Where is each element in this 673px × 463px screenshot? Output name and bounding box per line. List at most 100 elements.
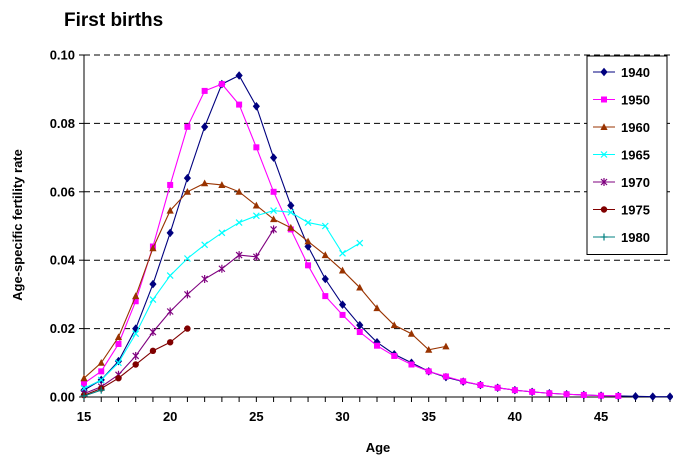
data-point xyxy=(115,374,122,382)
data-point xyxy=(184,325,191,332)
marker-stroke xyxy=(218,229,226,237)
marker-stroke xyxy=(304,219,312,227)
data-point xyxy=(115,359,122,367)
data-point xyxy=(166,307,174,316)
series-line xyxy=(83,229,275,395)
data-point xyxy=(356,239,364,247)
x-tick-label: 35 xyxy=(421,409,435,424)
marker-stroke xyxy=(321,222,329,230)
data-point xyxy=(287,223,295,231)
data-point xyxy=(425,346,433,353)
data-point xyxy=(356,329,363,336)
data-point xyxy=(218,229,226,237)
data-point xyxy=(183,188,192,195)
data-point xyxy=(235,71,243,80)
data-point xyxy=(600,123,608,130)
y-axis-label: Age-specific fertility rate xyxy=(10,149,25,301)
data-point xyxy=(321,274,329,284)
data-point xyxy=(235,251,243,260)
data-point xyxy=(600,178,608,186)
data-point xyxy=(287,201,295,210)
marker-stroke xyxy=(356,239,364,247)
data-point xyxy=(218,181,226,188)
marker-stroke xyxy=(80,385,88,392)
data-point xyxy=(149,328,157,337)
data-point xyxy=(183,290,191,299)
data-point xyxy=(580,391,587,398)
data-point xyxy=(600,206,608,213)
gridlines xyxy=(84,54,670,330)
legend-label: 1970 xyxy=(621,175,650,190)
data-point xyxy=(149,296,157,303)
data-point xyxy=(201,275,209,284)
x-tick-label: 25 xyxy=(249,409,263,424)
x-tick-label: 20 xyxy=(163,409,177,424)
data-point xyxy=(338,300,347,309)
series-1965 xyxy=(80,207,364,392)
series-1980 xyxy=(80,386,105,400)
data-point xyxy=(236,101,243,108)
data-point xyxy=(339,249,346,257)
data-point xyxy=(218,264,226,273)
legend-item: 1960 xyxy=(593,120,650,135)
data-point xyxy=(511,387,518,394)
data-point xyxy=(287,208,295,216)
marker-stroke xyxy=(149,296,157,303)
data-point xyxy=(80,374,88,382)
marker-stroke xyxy=(252,212,260,220)
legend-label: 1980 xyxy=(621,230,650,245)
data-point xyxy=(270,225,278,234)
data-point xyxy=(442,342,450,350)
data-point xyxy=(98,368,105,375)
data-point xyxy=(338,266,347,274)
data-point xyxy=(356,283,364,291)
data-point xyxy=(269,215,278,223)
data-point xyxy=(649,392,657,401)
data-point xyxy=(132,292,140,300)
marker-stroke xyxy=(270,207,278,215)
data-point xyxy=(373,304,381,312)
data-point xyxy=(304,219,312,227)
data-point xyxy=(615,392,622,399)
data-point xyxy=(201,179,209,187)
y-tick-label: 0.00 xyxy=(50,390,75,405)
series-line xyxy=(83,182,447,379)
legend-label: 1950 xyxy=(621,93,650,108)
data-point xyxy=(270,207,278,215)
data-point xyxy=(477,382,484,389)
legend-label: 1960 xyxy=(621,120,650,135)
data-point xyxy=(149,347,157,355)
data-point xyxy=(252,252,260,261)
data-point xyxy=(80,385,88,392)
marker-stroke xyxy=(132,330,140,338)
data-point xyxy=(391,352,398,359)
data-point xyxy=(166,228,174,238)
legend-box xyxy=(586,55,668,255)
y-tick-label: 0.10 xyxy=(50,48,75,63)
data-point xyxy=(97,386,105,394)
data-point xyxy=(442,373,449,380)
data-point xyxy=(321,251,329,259)
legend-item: 1970 xyxy=(593,175,650,190)
data-point xyxy=(166,339,174,346)
data-point xyxy=(598,392,605,399)
legend: 1940 1950 1960 1965 1970 1975 1980 xyxy=(586,55,668,255)
legend-label: 1975 xyxy=(621,203,650,218)
y-tick-label: 0.08 xyxy=(50,116,75,131)
marker-stroke xyxy=(339,249,346,257)
marker-stroke xyxy=(600,151,608,158)
data-point xyxy=(114,333,123,341)
data-point xyxy=(166,206,174,214)
chart-title: First births xyxy=(64,10,163,31)
series-1960 xyxy=(80,179,450,382)
data-point xyxy=(201,87,208,94)
y-tick-label: 0.06 xyxy=(50,184,75,199)
data-point xyxy=(115,340,122,347)
series-1950 xyxy=(81,81,622,399)
data-point xyxy=(132,351,140,360)
marker-stroke xyxy=(97,376,105,384)
data-point xyxy=(600,67,608,77)
marker-stroke xyxy=(287,208,295,216)
data-point xyxy=(167,181,174,188)
data-point xyxy=(270,188,277,195)
